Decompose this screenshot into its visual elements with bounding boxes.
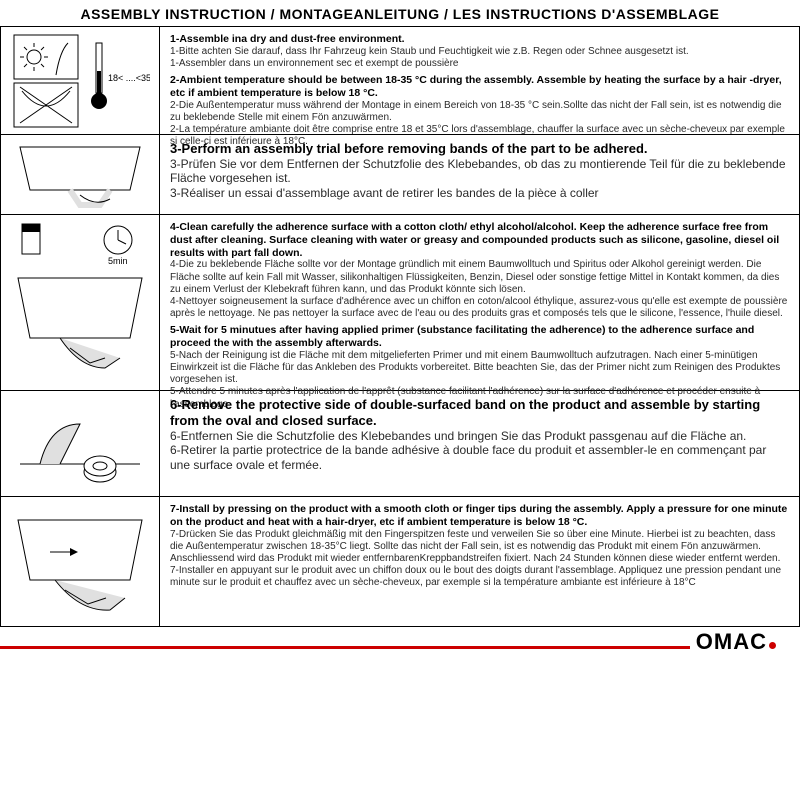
step2-bold: 2-Ambient temperature should be between … xyxy=(170,74,789,100)
sun-thermometer-icon: 18< ....<35 C xyxy=(10,31,150,131)
footer: OMAC xyxy=(0,627,800,655)
step6-bold: 6-Remove the protective side of double-s… xyxy=(170,397,789,429)
row1-illustration: 18< ....<35 C xyxy=(0,27,160,135)
step3-bold: 3-Perform an assembly trial before remov… xyxy=(170,141,789,157)
logo: OMAC xyxy=(696,629,776,655)
row5-text: 7-Install by pressing on the product wit… xyxy=(160,497,800,627)
step4-bold: 4-Clean carefully the adherence surface … xyxy=(170,221,789,259)
header-title: ASSEMBLY INSTRUCTION / MONTAGEANLEITUNG … xyxy=(80,6,719,22)
footer-redline xyxy=(0,646,690,649)
step3-fr: 3-Réaliser un essai d'assemblage avant d… xyxy=(170,186,789,201)
logo-dot-icon xyxy=(769,642,776,649)
temp-label: 18< ....<35 C xyxy=(108,73,150,83)
step4-de: 4-Die zu beklebende Fläche sollte vor de… xyxy=(170,259,789,296)
row4-illustration xyxy=(0,391,160,497)
svg-text:5min: 5min xyxy=(108,256,128,266)
instruction-grid: 18< ....<35 C 1-Assemble ina dry and dus… xyxy=(0,26,800,627)
row1-text: 1-Assemble ina dry and dust-free environ… xyxy=(160,27,800,135)
row3-text: 4-Clean carefully the adherence surface … xyxy=(160,215,800,391)
step6-fr: 6-Retirer la partie protectrice de la ba… xyxy=(170,443,789,472)
step1-bold: 1-Assemble ina dry and dust-free environ… xyxy=(170,33,789,46)
press-install-icon xyxy=(10,502,150,622)
trial-fit-icon xyxy=(10,135,150,215)
row5-illustration xyxy=(0,497,160,627)
step7-de: 7-Drücken Sie das Produkt gleichmäßig mi… xyxy=(170,529,789,566)
row2-illustration xyxy=(0,135,160,215)
step5-de: 5-Nach der Reinigung ist die Fläche mit … xyxy=(170,350,789,387)
step6-de: 6-Entfernen Sie die Schutzfolie des Kleb… xyxy=(170,429,789,444)
page-title: ASSEMBLY INSTRUCTION / MONTAGEANLEITUNG … xyxy=(0,0,800,26)
logo-text: OMAC xyxy=(696,629,767,654)
step7-bold: 7-Install by pressing on the product wit… xyxy=(170,503,789,529)
step3-de: 3-Prüfen Sie vor dem Entfernen der Schut… xyxy=(170,157,789,186)
svg-text:Alkol: Alkol xyxy=(24,239,37,245)
peel-tape-icon xyxy=(10,394,150,494)
row2-text: 3-Perform an assembly trial before remov… xyxy=(160,135,800,215)
step5-bold: 5-Wait for 5 minutues after having appli… xyxy=(170,324,789,350)
step7-fr: 7-Installer en appuyant sur le produit a… xyxy=(170,565,789,589)
step1-fr: 1-Assembler dans un environnement sec et… xyxy=(170,58,789,70)
step1-de: 1-Bitte achten Sie darauf, dass Ihr Fahr… xyxy=(170,46,789,58)
clean-wait-icon: Alkol 5min xyxy=(10,218,150,388)
step4-fr: 4-Nettoyer soigneusement la surface d'ad… xyxy=(170,296,789,320)
row4-text: 6-Remove the protective side of double-s… xyxy=(160,391,800,497)
row3-illustration: Alkol 5min xyxy=(0,215,160,391)
step2-de: 2-Die Außentemperatur muss während der M… xyxy=(170,100,789,124)
